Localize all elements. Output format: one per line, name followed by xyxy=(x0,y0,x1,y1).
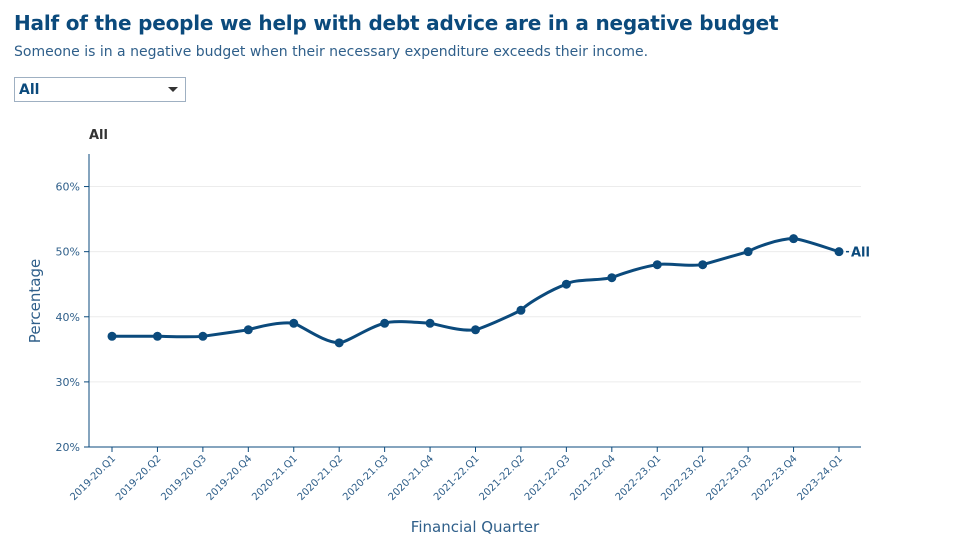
data-point xyxy=(425,318,435,328)
data-point xyxy=(789,234,799,244)
data-point xyxy=(243,325,253,335)
x-tick-label: 2020-21.Q3 xyxy=(341,453,391,503)
page-subtitle: Someone is in a negative budget when the… xyxy=(14,44,649,60)
data-point xyxy=(471,325,480,335)
x-tick-label: 2021-22.Q4 xyxy=(568,453,618,503)
y-axis-label: Percentage xyxy=(26,259,44,343)
data-point xyxy=(152,331,162,341)
data-point xyxy=(107,331,117,341)
data-point xyxy=(561,279,571,289)
x-tick-label: 2019-20.Q1 xyxy=(68,453,118,503)
x-tick-label: 2022-23.Q1 xyxy=(614,453,664,503)
data-point xyxy=(334,338,344,348)
x-tick-label: 2019-20.Q3 xyxy=(159,453,209,503)
x-tick-label: 2019-20.Q2 xyxy=(114,453,164,503)
chart-title: All xyxy=(89,128,108,143)
x-tick-label: 2021-22.Q2 xyxy=(477,453,527,503)
data-point xyxy=(743,247,753,257)
series-end-label: All xyxy=(851,246,870,261)
x-tick-label: 2020-21.Q4 xyxy=(387,453,437,503)
x-tick-label: 2020-21.Q2 xyxy=(296,453,346,503)
data-point xyxy=(198,331,208,341)
x-tick-label: 2020-21.Q1 xyxy=(250,453,300,503)
y-tick-label: 30% xyxy=(56,376,80,389)
data-point xyxy=(652,260,662,270)
page-title: Half of the people we help with debt adv… xyxy=(14,11,779,35)
data-point xyxy=(289,318,299,328)
x-tick-label: 2022-23.Q4 xyxy=(750,453,800,503)
data-point xyxy=(607,273,617,283)
category-dropdown[interactable]: All xyxy=(14,77,186,102)
y-tick-label: 60% xyxy=(56,181,80,194)
x-tick-label: 2021-22.Q1 xyxy=(432,453,482,503)
x-tick-label: 2022-23.Q3 xyxy=(705,453,755,503)
data-point xyxy=(834,247,844,257)
x-tick-label: 2023-24.Q1 xyxy=(795,453,845,503)
y-tick-label: 20% xyxy=(56,441,80,454)
data-point xyxy=(380,318,390,328)
x-tick-label: 2022-23.Q2 xyxy=(659,453,709,503)
x-tick-label: 2021-22.Q3 xyxy=(523,453,573,503)
data-point xyxy=(698,260,708,270)
chart-gridlines xyxy=(89,186,861,383)
data-point xyxy=(516,305,526,315)
x-tick-label: 2019-20.Q4 xyxy=(205,453,255,503)
y-tick-label: 50% xyxy=(56,246,80,259)
x-axis-label: Financial Quarter xyxy=(411,518,540,536)
chart-series: All xyxy=(107,234,870,348)
chevron-down-icon xyxy=(168,87,178,92)
dropdown-selected-value: All xyxy=(19,81,40,98)
y-tick-label: 40% xyxy=(56,311,80,324)
